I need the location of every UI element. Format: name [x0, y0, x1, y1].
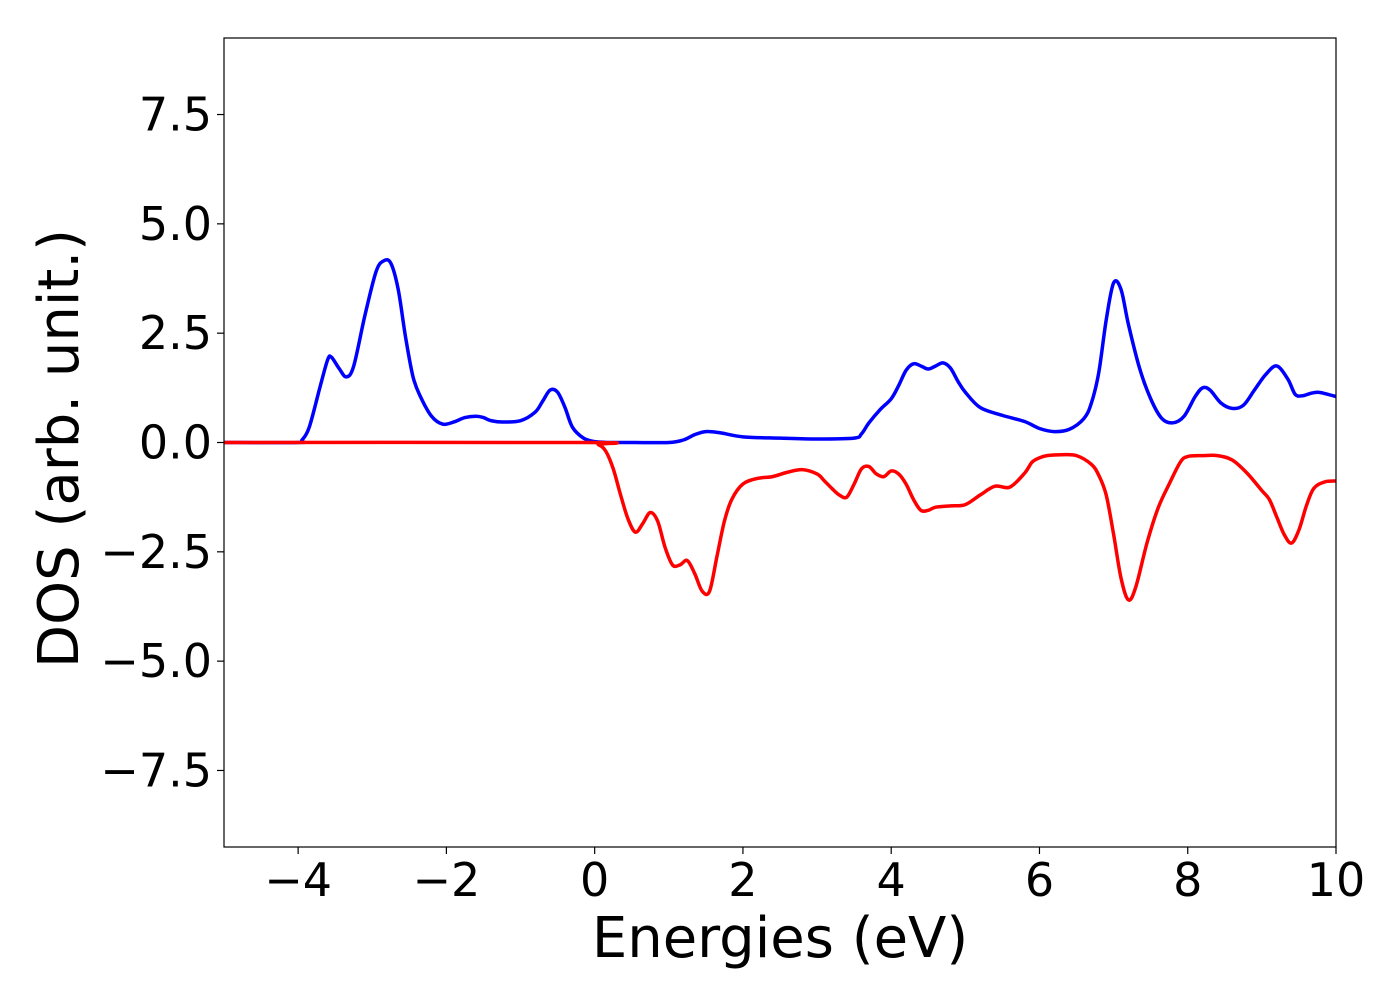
tick-layer: −4 −2 0 2 4 6 8 10 7.5 5.0 2.5 0.0 −2.5 −5.0 −7.5: [100, 88, 1365, 907]
x-tick-label: −4: [264, 853, 332, 907]
y-tick-label: 7.5: [139, 88, 212, 142]
x-tick-label: −2: [412, 853, 480, 907]
y-tick-label: 5.0: [139, 197, 212, 251]
y-tick-label: 0.0: [139, 416, 212, 470]
series-line-1: [224, 258, 1336, 445]
x-tick-label: 6: [1025, 853, 1054, 907]
x-axis-label: Energies (eV): [592, 906, 968, 971]
x-tick-label: 2: [728, 853, 757, 907]
series-layer: [224, 258, 1336, 602]
y-tick-label: −7.5: [100, 743, 212, 797]
series-line-2: [224, 440, 1336, 602]
x-tick-label: 4: [877, 853, 906, 907]
x-tick-label: 0: [580, 853, 609, 907]
y-tick-label: −2.5: [100, 525, 212, 579]
x-tick-label: 10: [1307, 853, 1366, 907]
y-tick-label: −5.0: [100, 634, 212, 688]
y-tick-label: 2.5: [139, 306, 212, 360]
y-axis-label: DOS (arb. unit.): [27, 229, 92, 668]
x-tick-label: 8: [1173, 853, 1202, 907]
